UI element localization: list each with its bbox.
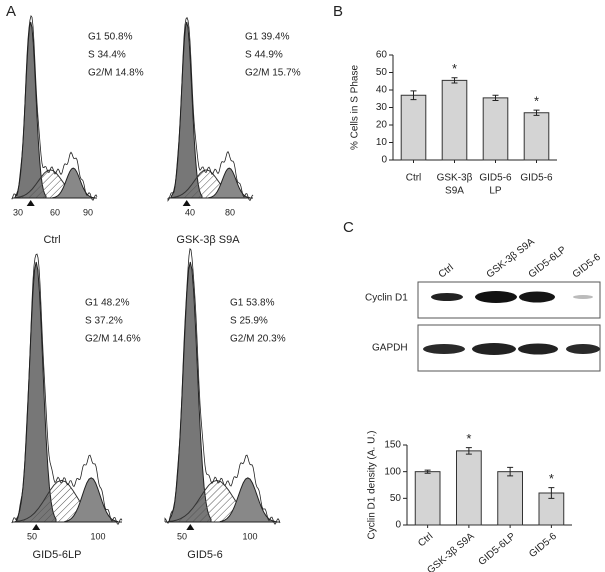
y-tick-label: 100 [384,466,401,477]
y-tick-label: 0 [381,155,387,166]
histogram-outline [167,16,254,202]
phase-stat: G1 53.8% [230,298,275,309]
y-tick-label: 40 [376,85,388,96]
error-bar [424,469,431,474]
bar [400,94,427,161]
x-tick-label: 50 [27,531,37,541]
significance: * [549,471,554,486]
phase-stat: G2/M 15.7% [245,68,301,79]
x-tick-label: GID5-6 [479,173,512,184]
x-tick-label: GID5-6 [520,173,553,184]
phase-stat: S 34.4% [88,50,126,61]
marker [32,524,41,530]
phase-stat: G1 50.8% [88,32,133,43]
x-tick-label: 90 [83,207,93,217]
x-tick-label: Ctrl [416,531,435,549]
bar [414,471,441,526]
marker [182,200,191,206]
error-bar [451,77,458,84]
panel-label: A [6,3,16,20]
phase-stat: S 25.9% [230,316,268,327]
panel-label: C [343,219,354,236]
x-tick-label: 50 [177,531,187,541]
phase-stat: G1 39.4% [245,32,290,43]
x-tick-label: 80 [225,207,235,217]
lane-label: GID5-6 [571,252,604,281]
phase-stat: S 44.9% [245,50,283,61]
error-bar [548,487,555,499]
x-tick-label: 40 [185,207,195,217]
g1-peak [15,261,57,523]
histogram-label: GID5-6 [187,549,222,561]
y-tick-label: 60 [376,50,388,61]
blot-row-label: GAPDH [372,343,408,354]
lane-label: GID5-6LP [527,244,569,280]
phase-stat: S 37.2% [85,316,123,327]
histogram-outline [11,253,123,526]
g1-peak [169,261,212,523]
blot-row-label: Cyclin D1 [365,293,408,304]
error-bar [465,447,472,455]
x-tick-label: GSK-3β [437,173,473,184]
error-bar [492,94,499,101]
y-tick-label: 50 [376,67,388,78]
y-tick-label: 10 [376,137,388,148]
bar [456,450,482,526]
x-tick-label: LP [489,186,502,197]
y-tick-label: 20 [376,120,388,131]
lane-label: Ctrl [437,262,456,280]
x-tick-label: 100 [242,531,257,541]
x-tick-label: 100 [90,531,105,541]
error-bar [533,109,540,116]
histogram-label: GID5-6LP [33,549,82,561]
y-tick-label: 0 [395,520,401,531]
significance: * [452,61,457,76]
bar [497,471,523,526]
x-tick-label: GID5-6 [527,531,559,560]
y-tick-label: 150 [384,440,401,451]
y-axis-label: Cyclin D1 density (A. U.) [367,431,378,540]
x-tick-label: 30 [13,207,23,217]
y-tick-label: 50 [390,493,402,504]
panel-label: B [333,3,343,20]
histogram-outline [11,14,98,201]
marker [26,200,35,206]
significance: * [466,431,471,446]
bar [441,79,468,161]
g2-peak [208,167,251,199]
histogram-outline [164,247,281,525]
phase-stat: G2/M 14.6% [85,334,141,345]
significance: * [534,94,539,109]
bar [523,112,550,161]
phase-stat: G1 48.2% [85,298,130,309]
histogram-label: GSK-3β S9A [176,234,240,246]
g1-peak [170,21,203,199]
x-tick-label: Ctrl [406,173,422,184]
bar [482,97,509,161]
phase-stat: G2/M 20.3% [230,334,286,345]
y-axis-label: % Cells in S Phase [350,65,361,150]
g2-peak [52,167,95,199]
x-tick-label: S9A [445,186,464,197]
bands [423,291,600,355]
phase-stat: G2/M 14.8% [88,68,144,79]
g2-peak [64,477,119,523]
y-tick-label: 30 [376,102,388,113]
error-bar [410,90,417,101]
histogram-label: Ctrl [43,234,60,246]
error-bar [507,466,514,477]
x-tick-label: 60 [50,207,60,217]
marker [186,524,195,530]
x-tick-label: GID5-6LP [477,531,518,568]
